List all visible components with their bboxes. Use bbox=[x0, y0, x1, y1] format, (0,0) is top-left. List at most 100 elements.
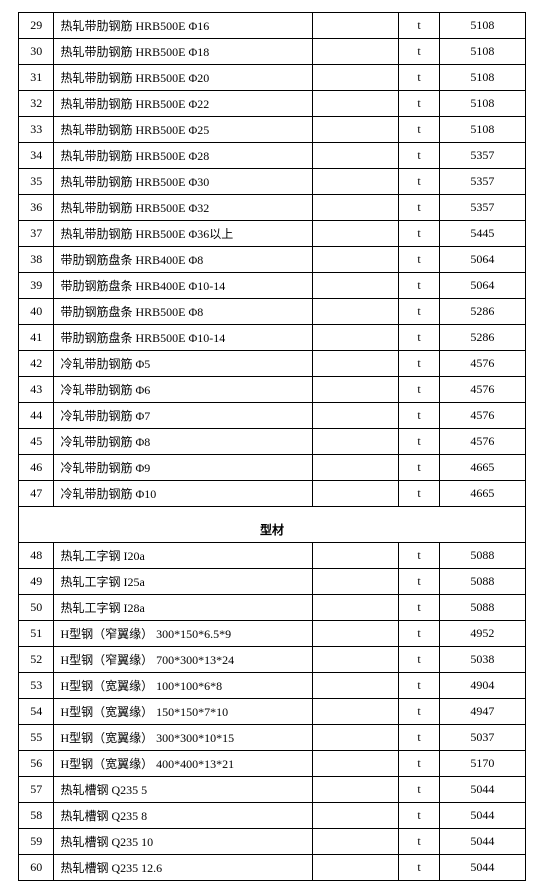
cell-index: 41 bbox=[19, 325, 54, 351]
table-row: 56H型钢（宽翼缘） 400*400*13*21t5170 bbox=[19, 750, 526, 776]
cell-name: 冷轧带肋钢筋 Φ7 bbox=[54, 403, 313, 429]
cell-value: 4665 bbox=[439, 481, 525, 507]
table-row: 48热轧工字钢 I20at5088 bbox=[19, 542, 526, 568]
cell-index: 43 bbox=[19, 377, 54, 403]
cell-name: 热轧工字钢 I28a bbox=[54, 594, 313, 620]
cell-name: 热轧带肋钢筋 HRB500E Φ32 bbox=[54, 195, 313, 221]
cell-index: 30 bbox=[19, 39, 54, 65]
cell-name: 热轧工字钢 I20a bbox=[54, 542, 313, 568]
cell-index: 50 bbox=[19, 594, 54, 620]
cell-index: 48 bbox=[19, 542, 54, 568]
cell-blank bbox=[313, 542, 399, 568]
cell-value: 5357 bbox=[439, 143, 525, 169]
cell-value: 5088 bbox=[439, 594, 525, 620]
cell-name: 热轧带肋钢筋 HRB500E Φ30 bbox=[54, 169, 313, 195]
cell-index: 38 bbox=[19, 247, 54, 273]
cell-value: 5044 bbox=[439, 828, 525, 854]
table-row: 38带肋钢筋盘条 HRB400E Φ8t5064 bbox=[19, 247, 526, 273]
cell-value: 5108 bbox=[439, 13, 525, 39]
cell-blank bbox=[313, 429, 399, 455]
cell-name: H型钢（宽翼缘） 300*300*10*15 bbox=[54, 724, 313, 750]
cell-index: 56 bbox=[19, 750, 54, 776]
cell-unit: t bbox=[399, 403, 440, 429]
cell-index: 29 bbox=[19, 13, 54, 39]
cell-blank bbox=[313, 854, 399, 880]
cell-blank bbox=[313, 646, 399, 672]
cell-blank bbox=[313, 455, 399, 481]
cell-unit: t bbox=[399, 802, 440, 828]
cell-name: 热轧带肋钢筋 HRB500E Φ36以上 bbox=[54, 221, 313, 247]
table-row: 50热轧工字钢 I28at5088 bbox=[19, 594, 526, 620]
cell-blank bbox=[313, 351, 399, 377]
cell-unit: t bbox=[399, 143, 440, 169]
materials-table: 29热轧带肋钢筋 HRB500E Φ16t510830热轧带肋钢筋 HRB500… bbox=[18, 12, 526, 881]
cell-unit: t bbox=[399, 39, 440, 65]
section-title-row: 型材 bbox=[19, 517, 526, 543]
cell-unit: t bbox=[399, 481, 440, 507]
cell-value: 5108 bbox=[439, 39, 525, 65]
cell-blank bbox=[313, 273, 399, 299]
table-row: 43冷轧带肋钢筋 Φ6t4576 bbox=[19, 377, 526, 403]
table-row: 60热轧槽钢 Q235 12.6t5044 bbox=[19, 854, 526, 880]
cell-unit: t bbox=[399, 65, 440, 91]
cell-blank bbox=[313, 403, 399, 429]
cell-name: 冷轧带肋钢筋 Φ6 bbox=[54, 377, 313, 403]
cell-index: 53 bbox=[19, 672, 54, 698]
cell-blank bbox=[313, 481, 399, 507]
cell-blank bbox=[313, 698, 399, 724]
cell-blank bbox=[313, 325, 399, 351]
cell-blank bbox=[313, 117, 399, 143]
cell-unit: t bbox=[399, 672, 440, 698]
table-row: 59热轧槽钢 Q235 10t5044 bbox=[19, 828, 526, 854]
cell-blank bbox=[313, 802, 399, 828]
cell-value: 4576 bbox=[439, 429, 525, 455]
cell-value: 5044 bbox=[439, 776, 525, 802]
cell-unit: t bbox=[399, 13, 440, 39]
cell-value: 5108 bbox=[439, 91, 525, 117]
cell-name: 热轧槽钢 Q235 12.6 bbox=[54, 854, 313, 880]
cell-unit: t bbox=[399, 646, 440, 672]
table-row: 40带肋钢筋盘条 HRB500E Φ8t5286 bbox=[19, 299, 526, 325]
cell-name: 热轧槽钢 Q235 10 bbox=[54, 828, 313, 854]
cell-blank bbox=[313, 221, 399, 247]
cell-unit: t bbox=[399, 91, 440, 117]
cell-name: 冷轧带肋钢筋 Φ8 bbox=[54, 429, 313, 455]
cell-index: 54 bbox=[19, 698, 54, 724]
cell-index: 49 bbox=[19, 568, 54, 594]
cell-value: 5357 bbox=[439, 195, 525, 221]
cell-blank bbox=[313, 750, 399, 776]
cell-value: 5088 bbox=[439, 568, 525, 594]
cell-unit: t bbox=[399, 568, 440, 594]
cell-blank bbox=[313, 299, 399, 325]
cell-value: 5064 bbox=[439, 247, 525, 273]
cell-name: 热轧带肋钢筋 HRB500E Φ28 bbox=[54, 143, 313, 169]
section-title: 型材 bbox=[19, 517, 526, 543]
cell-index: 51 bbox=[19, 620, 54, 646]
cell-blank bbox=[313, 724, 399, 750]
table-row: 57热轧槽钢 Q235 5t5044 bbox=[19, 776, 526, 802]
cell-value: 5044 bbox=[439, 802, 525, 828]
cell-value: 5038 bbox=[439, 646, 525, 672]
table-row: 36热轧带肋钢筋 HRB500E Φ32t5357 bbox=[19, 195, 526, 221]
cell-name: 冷轧带肋钢筋 Φ10 bbox=[54, 481, 313, 507]
cell-index: 40 bbox=[19, 299, 54, 325]
cell-blank bbox=[313, 169, 399, 195]
cell-unit: t bbox=[399, 325, 440, 351]
cell-unit: t bbox=[399, 776, 440, 802]
cell-value: 4952 bbox=[439, 620, 525, 646]
table-row: 49热轧工字钢 I25at5088 bbox=[19, 568, 526, 594]
cell-value: 5044 bbox=[439, 854, 525, 880]
table-body: 29热轧带肋钢筋 HRB500E Φ16t510830热轧带肋钢筋 HRB500… bbox=[19, 13, 526, 881]
cell-name: 带肋钢筋盘条 HRB400E Φ10-14 bbox=[54, 273, 313, 299]
table-row: 39带肋钢筋盘条 HRB400E Φ10-14t5064 bbox=[19, 273, 526, 299]
cell-index: 58 bbox=[19, 802, 54, 828]
cell-name: 热轧带肋钢筋 HRB500E Φ25 bbox=[54, 117, 313, 143]
cell-unit: t bbox=[399, 724, 440, 750]
cell-index: 59 bbox=[19, 828, 54, 854]
cell-unit: t bbox=[399, 117, 440, 143]
cell-unit: t bbox=[399, 299, 440, 325]
cell-name: H型钢（窄翼缘） 300*150*6.5*9 bbox=[54, 620, 313, 646]
table-row: 35热轧带肋钢筋 HRB500E Φ30t5357 bbox=[19, 169, 526, 195]
cell-unit: t bbox=[399, 169, 440, 195]
table-row: 54H型钢（宽翼缘） 150*150*7*10t4947 bbox=[19, 698, 526, 724]
